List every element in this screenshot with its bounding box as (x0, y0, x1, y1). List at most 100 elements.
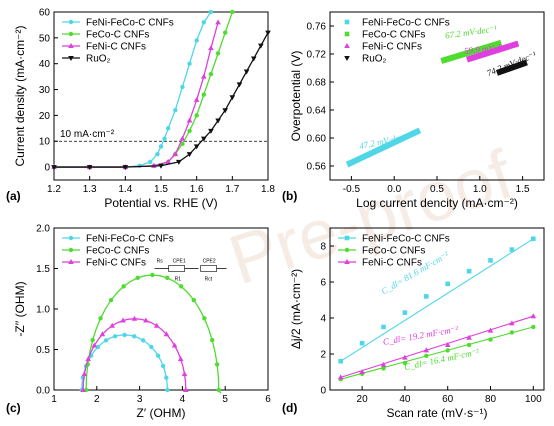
y-tick-label: 0.68 (307, 78, 327, 89)
x-axis-label: Log current dencity (mA·cm⁻²) (356, 196, 518, 210)
data-point (180, 84, 185, 90)
circuit-label: CPE2 (203, 259, 216, 265)
x-tick-label: 1.4 (118, 184, 132, 195)
y-axis-label: -Z′′ (OHM) (13, 281, 27, 336)
y-axis-label: Δj/2 (mA·cm⁻²) (289, 269, 303, 349)
y-tick-label: 0.72 (307, 50, 327, 61)
data-point (103, 338, 109, 343)
data-point (381, 324, 386, 330)
nyquist-curve (82, 318, 187, 391)
data-point (165, 387, 170, 393)
legend-label: FeNi-FeCo-C CNFs (362, 234, 450, 245)
fit-line (340, 326, 534, 380)
x-axis-label: Scan rate (mV·s⁻¹) (386, 406, 487, 420)
data-point (186, 152, 193, 158)
x-tick-label: 1.7 (225, 184, 239, 195)
y-axis-label: Current density (mA·cm⁻²) (13, 25, 27, 166)
data-point (81, 371, 88, 377)
y-tick-label: 60 (39, 8, 51, 19)
data-point (424, 294, 429, 299)
panel-a: 1.2 1.3 1.4 1.5 1.6 1.7 1.8 0 10 20 30 40 50 60 Potent… (6, 8, 275, 211)
x-tick-label: 0.0 (387, 184, 401, 195)
data-point (222, 108, 228, 114)
x-tick-label: 1.5 (154, 184, 168, 195)
data-point (402, 310, 408, 315)
legend-label: FeNi-FeCo-C CNFs (362, 18, 450, 29)
data-point (488, 258, 493, 263)
legend-marker (344, 259, 350, 264)
legend-marker (68, 31, 74, 37)
data-point (509, 320, 515, 326)
data-point (179, 284, 184, 289)
y-axis-label: Overpotential (V) (289, 51, 303, 142)
data-point (201, 73, 207, 79)
data-point (201, 136, 207, 142)
y-tick-label: 0 (44, 163, 50, 174)
data-point (236, 82, 243, 88)
nyquist-curve (85, 274, 222, 394)
data-point (153, 322, 160, 328)
data-point (131, 334, 137, 339)
data-point (359, 340, 365, 346)
circuit-element (200, 265, 217, 272)
data-point (148, 159, 153, 165)
y-tick-label: 1.0 (36, 305, 50, 316)
y-tick-label: 0.0 (36, 386, 50, 397)
data-point (208, 45, 214, 51)
data-point (381, 366, 386, 371)
data-point (135, 275, 140, 281)
data-point (359, 369, 365, 374)
plot-frame (329, 227, 545, 391)
data-point (95, 344, 101, 350)
data-point (208, 128, 214, 134)
data-point (223, 30, 228, 35)
x-tick-label: 1.0 (473, 184, 487, 195)
data-point (163, 331, 170, 337)
data-point (208, 71, 214, 77)
data-point (201, 20, 206, 25)
x-tick-label: 3 (137, 394, 143, 405)
data-point (99, 331, 106, 337)
tafel-line (495, 59, 528, 76)
data-point (338, 358, 343, 364)
y-tick-label: 2 (320, 350, 326, 361)
data-point (530, 313, 537, 319)
data-point (121, 284, 126, 289)
x-tick-label: 60 (442, 394, 454, 405)
data-point (149, 344, 154, 350)
data-point (180, 141, 185, 147)
x-tick-label: 2 (94, 394, 100, 405)
y-tick-label: 50 (39, 33, 51, 44)
legend-marker (344, 56, 350, 61)
data-point (165, 275, 170, 281)
data-point (258, 43, 264, 49)
data-point (193, 96, 200, 102)
data-point (109, 322, 115, 328)
data-point (444, 342, 451, 347)
data-point (51, 165, 57, 171)
data-point (90, 337, 95, 343)
circuit-element (168, 265, 185, 272)
legend-label: FeNi-FeCo-C CNFs (86, 234, 174, 245)
legend-label: RuO₂ (86, 54, 111, 65)
data-point (183, 387, 189, 392)
circuit-label: Rct (205, 277, 213, 283)
data-point (176, 159, 182, 165)
y-tick-label: 2.0 (36, 224, 50, 235)
legend-marker (68, 56, 74, 61)
legend-label: FeNi-C CNFs (362, 258, 422, 269)
x-tick-label: -0.5 (343, 184, 361, 195)
y-tick-label: 0.5 (36, 345, 50, 356)
circuit-label: R1 (175, 277, 182, 283)
data-point (229, 95, 236, 101)
data-point (164, 375, 169, 380)
data-point (131, 315, 138, 321)
data-point (85, 356, 91, 362)
x-tick-label: 1.6 (190, 184, 204, 195)
x-tick-label: 5 (222, 394, 228, 405)
x-tick-label: 1.3 (83, 184, 97, 195)
legend-marker (344, 247, 350, 253)
data-point (215, 51, 221, 56)
x-tick-label: 1.8 (261, 184, 275, 195)
